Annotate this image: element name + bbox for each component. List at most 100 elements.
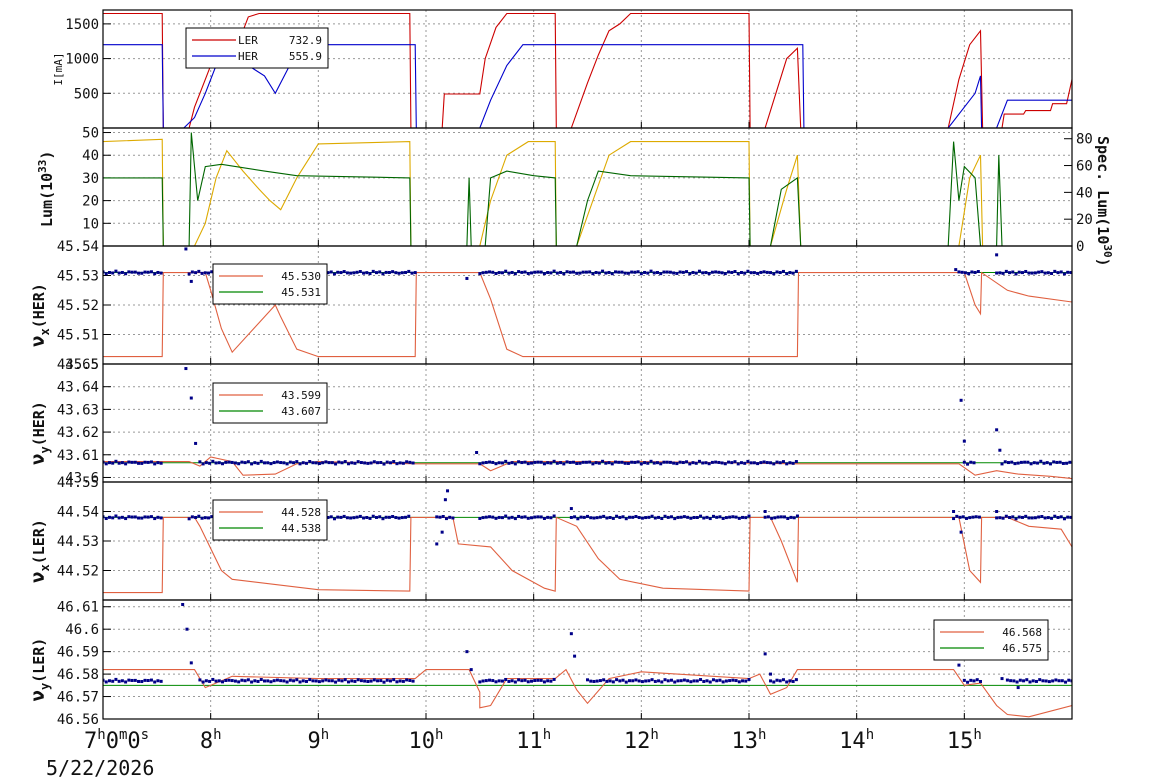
tune-dot — [321, 679, 325, 683]
panel-nuy-her: 43.6 43.61 43.62 43.63 43.64 43.65 νy(HER) 43.5… — [27, 357, 1073, 486]
tune-dot — [788, 461, 792, 465]
tune-dot — [256, 461, 260, 465]
x-tick-unit: h — [866, 727, 874, 743]
tune-dot — [562, 462, 566, 466]
tune-dot — [647, 679, 651, 683]
tune-dot — [1053, 269, 1057, 273]
tune-dot — [407, 269, 411, 273]
tune-dot — [627, 679, 631, 683]
tune-dot — [602, 678, 606, 682]
plot-area — [103, 367, 1072, 480]
tune-dot — [517, 678, 521, 682]
tune-dot-outlier — [469, 668, 473, 672]
tune-dot — [723, 462, 727, 466]
tune-dot — [588, 460, 592, 464]
y-tick-label: 44.53 — [57, 534, 99, 550]
tune-dot — [346, 680, 350, 684]
y-tick-label: 46.57 — [57, 690, 99, 706]
tune-dot — [379, 460, 383, 464]
y-right-title-main: Spec. Lum(10 — [1094, 136, 1112, 244]
tune-dot — [573, 515, 577, 519]
tune-dots — [103, 602, 1072, 690]
tune-dot — [321, 461, 325, 465]
y-axis-title: I[mA] — [52, 52, 65, 85]
tune-dot — [962, 678, 966, 682]
tune-dot — [686, 679, 690, 683]
tune-dot — [1018, 678, 1022, 682]
tune-dot — [598, 515, 602, 519]
tune-dot — [791, 679, 795, 683]
y-title-tail: (HER) — [30, 401, 48, 446]
tune-dot — [513, 462, 517, 466]
tune-dot — [995, 271, 999, 275]
tune-dot — [759, 270, 763, 274]
x-tick-unit: h — [650, 727, 658, 743]
tune-dot — [776, 515, 780, 519]
tune-dot — [666, 515, 670, 519]
tune-dot — [1062, 272, 1066, 276]
tune-dot — [1061, 461, 1065, 465]
tune-dot — [559, 461, 563, 465]
x-tick-label: 15h — [947, 727, 982, 754]
tune-dot — [448, 515, 452, 519]
tune-dot — [200, 516, 204, 520]
y-right-title-tail: ) — [1094, 258, 1112, 267]
tune-dot — [707, 272, 711, 276]
tune-dot — [660, 517, 664, 521]
tune-dot — [507, 679, 511, 683]
tune-dot — [597, 271, 601, 275]
y-tick-label: 45.5 — [65, 357, 99, 373]
tune-dot — [746, 269, 750, 273]
tune-dot-outlier — [181, 602, 185, 606]
tune-dot — [387, 515, 391, 519]
tune-dot — [214, 679, 218, 683]
tune-dot — [204, 461, 208, 465]
tune-dot — [149, 270, 153, 274]
tune-dot — [153, 462, 157, 466]
tune-dot — [591, 462, 595, 466]
tune-dot — [156, 461, 160, 465]
x-tick-label: 8h — [200, 727, 222, 754]
tune-dot — [530, 271, 534, 275]
tune-dot — [111, 461, 115, 465]
legend-name: LER — [238, 34, 258, 47]
tune-dot — [610, 462, 614, 466]
tune-dot — [359, 679, 363, 683]
tune-dot — [739, 461, 743, 465]
tune-dot-outlier — [959, 398, 963, 402]
tune-dot — [1027, 271, 1031, 275]
x-tick-unit: h — [321, 727, 329, 743]
y-axis-title: Lum(1033) — [36, 151, 56, 227]
tune-dot — [513, 680, 517, 684]
x-tick-hour: 8 — [200, 729, 213, 754]
tune-dot-outlier — [957, 663, 961, 667]
tune-dot — [539, 678, 543, 682]
tune-dot — [739, 270, 743, 274]
tune-dot — [539, 515, 543, 519]
tune-dot — [198, 460, 202, 464]
tune-dot — [720, 271, 724, 275]
tune-dot — [1029, 462, 1033, 466]
tune-dot — [958, 515, 962, 519]
tune-dot — [736, 462, 740, 466]
tune-dot — [137, 679, 141, 683]
tune-dot — [230, 679, 234, 683]
tune-dot — [153, 517, 157, 521]
x-tick-label: 14h — [839, 727, 874, 754]
tune-dot — [104, 517, 108, 521]
tune-dot — [263, 461, 266, 465]
tune-dot — [668, 270, 672, 274]
tune-dot — [356, 460, 360, 464]
tune-dot — [295, 460, 299, 464]
tune-dot — [130, 270, 134, 274]
tune-dot — [353, 679, 357, 683]
tune-dot — [365, 271, 369, 275]
tune-dot — [517, 514, 521, 518]
tune-dot — [137, 516, 141, 520]
tune-dot — [575, 271, 579, 275]
tune-dot — [975, 678, 979, 682]
tune-dot — [401, 679, 405, 683]
tune-dot — [737, 680, 741, 684]
plot-area — [103, 602, 1072, 718]
